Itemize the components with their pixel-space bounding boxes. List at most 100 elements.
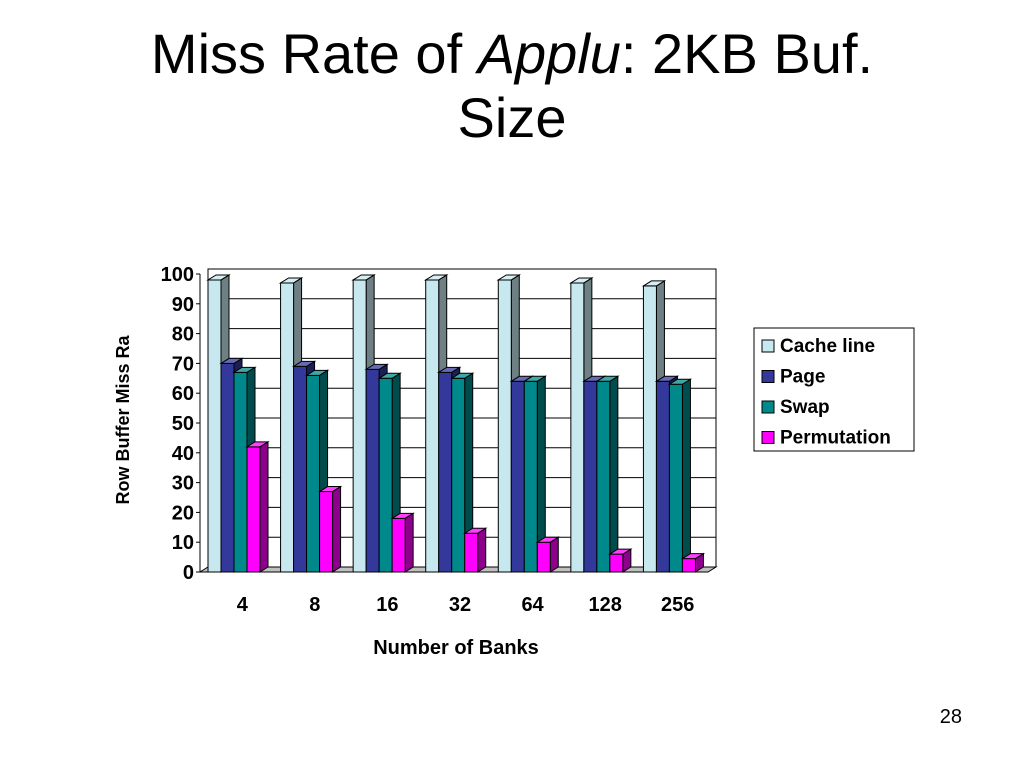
bar-top [364, 363, 389, 370]
bar [680, 552, 706, 573]
bar-front [246, 446, 261, 573]
bar-top [449, 372, 475, 379]
x-tick-label: 64 [521, 594, 544, 616]
legend-box [753, 327, 915, 452]
bar-top [608, 548, 633, 555]
x-tick-label: 4 [237, 594, 249, 616]
bar-front [378, 377, 393, 573]
bar-top [423, 274, 449, 281]
legend-label: Permutation [780, 428, 891, 449]
slide-title: Miss Rate of Applu: 2KB Buf. Size [0, 22, 1024, 150]
legend-label: Cache line [780, 336, 875, 357]
legend-swatch [761, 400, 775, 414]
y-tick-label: 10 [172, 532, 194, 554]
bar [390, 512, 415, 573]
y-tick-label: 90 [172, 294, 194, 316]
bar-top [351, 274, 376, 281]
bar-front [438, 371, 453, 573]
bar-top [278, 277, 304, 284]
bar-front [352, 279, 367, 573]
x-tick-label: 32 [449, 594, 471, 616]
bar-front [391, 517, 406, 573]
plot-area [198, 268, 718, 573]
legend-label: Page [780, 367, 825, 388]
y-tick-label: 80 [172, 324, 194, 346]
bar [595, 375, 620, 573]
title-text-end: : 2KB Buf. [620, 22, 874, 85]
y-tick-label: 20 [172, 502, 194, 524]
bar-front [293, 365, 308, 573]
bar-front [464, 532, 479, 573]
bar [245, 440, 270, 573]
bar [535, 536, 561, 573]
bar-front [536, 541, 551, 573]
bar-top [654, 375, 680, 382]
bar-front [207, 279, 222, 573]
bar-front [220, 362, 235, 573]
bar-top [390, 512, 415, 519]
bar-top [680, 553, 706, 560]
bar-front [510, 380, 525, 573]
x-tick-label: 16 [376, 594, 398, 616]
legend-swatch [761, 431, 775, 444]
legend-swatch [761, 339, 775, 353]
bar-side [404, 512, 414, 573]
bar-front [681, 558, 696, 573]
y-tick-label: 30 [172, 473, 194, 495]
x-tick-label: 8 [309, 594, 320, 616]
bar-top [245, 441, 270, 448]
bar-side [259, 440, 269, 573]
bar-front [319, 491, 334, 573]
x-tick-label: 256 [661, 594, 694, 616]
bar-top [291, 360, 317, 367]
bar-front [497, 279, 512, 573]
bar-side [332, 485, 342, 573]
bar-top [535, 536, 561, 543]
bar-front [365, 368, 380, 573]
bar-front [233, 371, 248, 573]
bar-front [583, 380, 598, 573]
bar-side [549, 536, 559, 573]
bar-front [306, 374, 321, 573]
legend-swatch [761, 370, 775, 383]
bar-front [570, 282, 585, 573]
page-number: 28 [939, 706, 962, 728]
bar-top [219, 357, 244, 364]
bar-top [667, 378, 693, 385]
bar-front [668, 383, 683, 573]
bar-front [596, 380, 611, 573]
bar-top [436, 366, 462, 373]
bar-top [595, 375, 620, 382]
bar [317, 485, 343, 573]
bar-front [523, 380, 538, 573]
title-line2: Size [457, 86, 567, 149]
x-axis-title: Number of Banks [373, 637, 539, 659]
bar-top [522, 375, 548, 382]
y-axis-title: Row Buffer Miss Ra [113, 335, 133, 505]
y-tick-label: 0 [183, 562, 194, 584]
bar-side [609, 375, 619, 573]
bar-front [425, 279, 440, 573]
bar-top [496, 274, 522, 281]
bar-top [377, 372, 402, 379]
bar-front [609, 553, 624, 573]
bar-front [655, 380, 670, 573]
bar-top [304, 369, 330, 376]
bar-front [280, 282, 295, 573]
x-tick-label: 128 [588, 594, 621, 616]
bar [667, 378, 693, 573]
bar-side [477, 527, 487, 573]
bar-front [451, 377, 466, 573]
title-italic-text: Applu [477, 22, 621, 85]
bar-top [206, 274, 231, 281]
bar [449, 372, 475, 573]
bar-top [232, 366, 257, 373]
y-tick-label: 60 [172, 383, 194, 405]
bar-side [681, 378, 691, 573]
legend-label: Swap [780, 397, 830, 418]
y-tick-label: 70 [172, 353, 194, 375]
bar-top [569, 277, 594, 284]
bar-top [462, 527, 488, 534]
bar-top [317, 486, 343, 493]
